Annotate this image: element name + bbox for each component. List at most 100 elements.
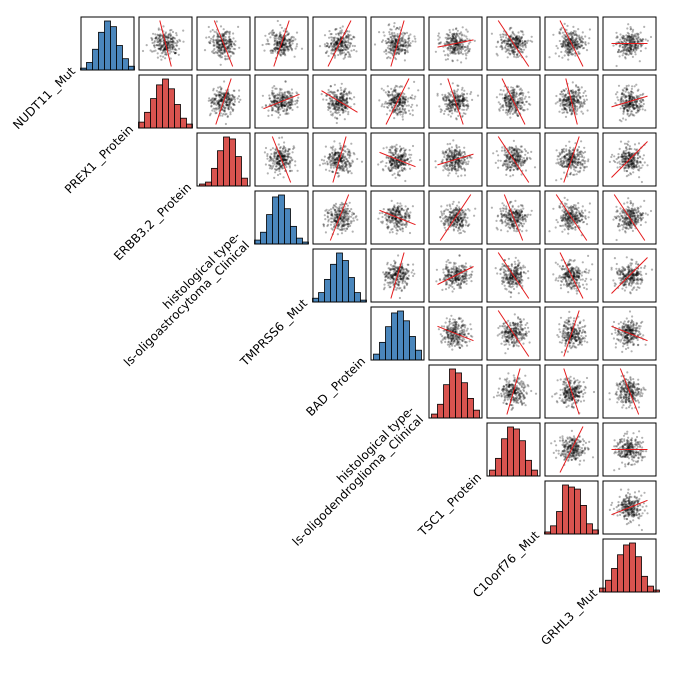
scatter-point (228, 49, 231, 52)
scatter-point (289, 44, 293, 47)
scatter-point (284, 41, 287, 44)
scatter-point (172, 36, 176, 40)
scatter-point (228, 41, 232, 44)
scatter-point (275, 34, 279, 37)
scatter-point (398, 145, 402, 148)
scatter-point (339, 96, 342, 100)
scatter-point (157, 40, 160, 43)
scatter-point (337, 34, 340, 37)
scatter-point (451, 112, 454, 115)
scatter-point (346, 51, 349, 54)
scatter-point (345, 36, 348, 40)
scatter-point (271, 107, 275, 110)
scatter-point (212, 36, 215, 39)
scatter-point (212, 43, 215, 47)
scatter-point (170, 50, 173, 53)
scatter-point (329, 90, 332, 93)
scatter-panel (138, 16, 193, 71)
scatter-point (396, 26, 399, 30)
scatter-point (152, 50, 155, 53)
scatter-point (352, 48, 356, 52)
scatter-point (325, 94, 328, 97)
scatter-point (619, 38, 622, 41)
scatter-point (506, 113, 509, 116)
scatter-point (335, 106, 338, 109)
scatter-point (454, 107, 457, 110)
scatter-point (213, 47, 216, 51)
scatter-point (272, 31, 275, 34)
scatter-point (274, 169, 278, 172)
scatter-point (289, 38, 292, 42)
scatter-point (153, 44, 156, 47)
scatter-point (501, 40, 505, 43)
scatter-point (617, 41, 620, 44)
scatter-point (288, 42, 291, 45)
scatter-point (403, 92, 406, 96)
scatter-point (623, 107, 626, 110)
scatter-point (516, 114, 519, 117)
scatter-point (162, 49, 165, 52)
scatter-point (163, 46, 166, 49)
scatter-point (520, 96, 524, 99)
scatter-point (171, 40, 174, 43)
scatter-point (353, 36, 356, 39)
scatter-point (281, 167, 284, 170)
scatter-point (337, 38, 340, 41)
scatter-point (228, 40, 231, 43)
scatter-point (522, 109, 525, 112)
scatter-point (230, 45, 234, 48)
scatter-point (333, 107, 336, 110)
scatter-point (525, 100, 528, 103)
scatter-point (223, 50, 226, 54)
scatter-point (348, 41, 351, 45)
scatter-point (339, 86, 342, 89)
scatter-point (344, 44, 347, 47)
scatter-point (409, 33, 412, 36)
scatter-point (273, 40, 276, 43)
scatter-point (572, 95, 576, 98)
scatter-point (284, 91, 287, 94)
scatter-point (518, 88, 521, 91)
scatter-point (615, 31, 618, 34)
scatter-point (330, 32, 333, 36)
scatter-point (283, 48, 286, 51)
scatter-point (287, 38, 291, 41)
scatter-point (329, 45, 332, 48)
scatter-point (156, 56, 159, 59)
scatter-point (463, 89, 466, 92)
scatter-point (406, 100, 409, 103)
scatter-point (521, 31, 524, 34)
scatter-point (169, 40, 172, 43)
scatter-point (523, 44, 526, 47)
scatter-point (567, 58, 570, 61)
scatter-point (337, 39, 340, 42)
scatter-point (639, 38, 642, 41)
scatter-point (624, 118, 627, 121)
scatter-point (529, 39, 532, 42)
scatter-point (347, 170, 350, 173)
scatter-point (208, 97, 211, 100)
scatter-point (167, 36, 170, 39)
scatter-point (347, 36, 350, 39)
scatter-point (458, 52, 461, 55)
scatter-point (163, 50, 166, 54)
scatter-point (576, 86, 579, 89)
scatter-point (160, 52, 163, 55)
scatter-point (284, 38, 287, 42)
scatter-point (639, 45, 643, 48)
scatter-point (167, 40, 170, 43)
scatter-point (157, 28, 160, 31)
scatter-point (163, 47, 166, 50)
scatter-point (276, 40, 279, 43)
scatter-point (217, 40, 220, 43)
scatter-point (638, 99, 641, 102)
scatter-point (345, 36, 348, 39)
scatter-point (228, 50, 231, 53)
scatter-point (325, 51, 328, 54)
scatter-point (169, 38, 172, 41)
scatter-point (158, 47, 161, 50)
scatter-point (289, 156, 292, 159)
scatter-point (290, 40, 293, 43)
scatter-point (393, 117, 396, 120)
scatter-point (281, 44, 284, 47)
